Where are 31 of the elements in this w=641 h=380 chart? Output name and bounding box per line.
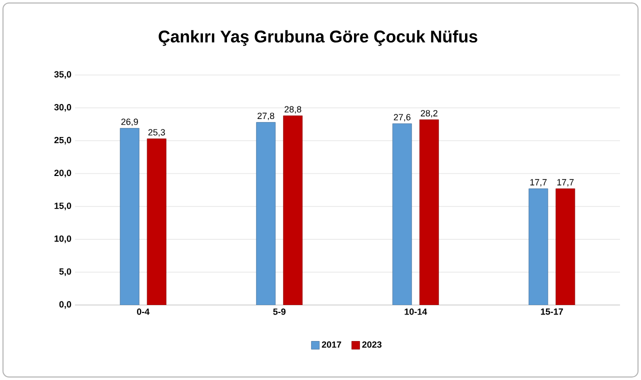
bar (146, 138, 166, 305)
y-tick-label: 15,0 (54, 202, 72, 210)
x-tick-label: 10-14 (404, 308, 428, 315)
bar (556, 188, 576, 305)
bar (283, 116, 303, 305)
bar (392, 123, 412, 305)
bar (120, 128, 140, 305)
x-tick-label: 0-4 (137, 308, 150, 315)
y-tick-label: 20,0 (54, 170, 72, 178)
data-label: 17,7 (557, 179, 574, 186)
chart-title: Çankırı Yaş Grubuna Göre Çocuk Nüfus (158, 30, 478, 46)
bar (419, 119, 439, 305)
y-tick-label: 0,0 (59, 301, 72, 309)
data-label: 25,3 (148, 129, 165, 137)
legend-label: 2017 (322, 341, 342, 348)
data-label: 26,9 (121, 118, 138, 126)
data-label: 17,7 (530, 179, 547, 186)
data-label: 28,2 (420, 110, 438, 118)
data-label: 27,8 (258, 112, 274, 120)
y-tick-label: 5,0 (59, 268, 72, 276)
y-tick-label: 10,0 (54, 235, 72, 244)
x-tick-label: 15-17 (540, 308, 563, 315)
legend-label: 2023 (362, 341, 382, 348)
bar (528, 188, 548, 305)
y-tick-label: 30,0 (54, 104, 72, 112)
x-tick-label: 5-9 (273, 308, 286, 315)
y-tick-label: 25,0 (54, 136, 72, 145)
data-label: 28,8 (284, 106, 302, 114)
data-label: 27,6 (394, 114, 410, 122)
y-tick-label: 35,0 (54, 71, 72, 79)
bar (256, 122, 276, 305)
